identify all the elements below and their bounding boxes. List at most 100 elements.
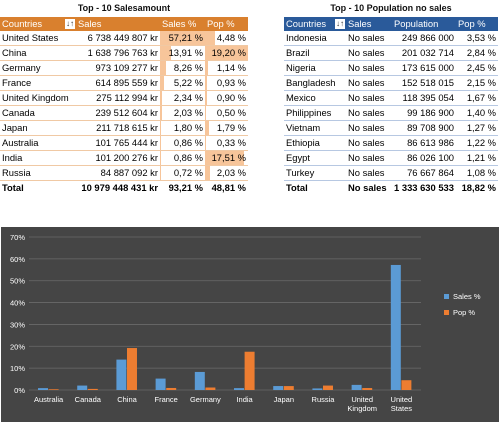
population-cell: 89 708 900 [392,120,456,136]
x-tick-label: China [117,395,137,404]
sales-cell: No sales [346,105,392,121]
total-row: Total No sales 1 333 630 533 18,82 % [284,180,498,195]
bar-pop [166,387,177,390]
header-sales[interactable]: Sales [76,17,160,31]
sales-pct-cell: 8,26 % [160,60,205,76]
total-label: Total [284,180,346,195]
country-cell: Brazil [284,45,346,61]
legend-entry: Pop % [453,308,475,317]
table-row[interactable]: Turkey No sales 76 667 864 1,08 % [284,165,498,181]
sales-pct-cell: 0,86 % [160,135,205,151]
table-row[interactable]: Japan 211 718 615 kr 1,80 % 1,79 % [0,120,248,136]
sales-pct-cell: 2,03 % [160,105,205,121]
sales-pct-cell: 0,86 % [160,150,205,166]
country-cell: Canada [0,105,76,121]
header-countries[interactable]: Countries ↓↑ [0,17,76,31]
x-tick-label: Germany [190,395,221,404]
sales-cell: 239 512 604 kr [76,105,160,121]
sort-filter-icon[interactable]: ↓↑ [335,19,345,29]
legend-entry: Sales % [453,292,481,301]
sales-cell: 101 765 444 kr [76,135,160,151]
sales-cell: 6 738 449 807 kr [76,31,160,46]
country-cell: Mexico [284,90,346,106]
sales-cell: No sales [346,150,392,166]
table-row[interactable]: Australia 101 765 444 kr 0,86 % 0,33 % [0,135,248,151]
x-tick-label: Canada [75,395,102,404]
table-row[interactable]: Philippines No sales 99 186 900 1,40 % [284,105,498,121]
sales-cell: No sales [346,31,392,46]
population-cell: 86 613 986 [392,135,456,151]
header-population[interactable]: Population [392,17,456,31]
country-cell: Philippines [284,105,346,121]
bar-sales [38,388,48,390]
y-tick-label: 0% [14,386,25,395]
x-tick-label: India [236,395,253,404]
total-sales: No sales [346,180,392,195]
table-row[interactable]: United Kingdom 275 112 994 kr 2,34 % 0,90 % [0,90,248,106]
sales-table: Countries ↓↑ Sales Sales % Pop % United S… [0,17,248,195]
table-row[interactable]: Ethiopia No sales 86 613 986 1,22 % [284,135,498,151]
y-tick-label: 50% [10,277,25,286]
population-cell: 86 026 100 [392,150,456,166]
sales-cell: No sales [346,135,392,151]
header-pop-pct[interactable]: Pop % [456,17,498,31]
table-row[interactable]: Germany 973 109 277 kr 8,26 % 1,14 % [0,60,248,76]
x-tick-label: Russia [312,395,336,404]
y-tick-label: 20% [10,342,25,351]
y-tick-label: 70% [10,233,25,242]
bar-pop [48,389,59,390]
pop-pct-cell: 1,79 % [205,120,248,136]
pop-pct-cell: 2,45 % [456,60,498,76]
table-row[interactable]: Nigeria No sales 173 615 000 2,45 % [284,60,498,76]
left-table-title: Top - 10 Salesamount [77,3,171,13]
population-cell: 201 032 714 [392,45,456,61]
table-row[interactable]: Mexico No sales 118 395 054 1,67 % [284,90,498,106]
pop-pct-cell: 1,40 % [456,105,498,121]
pop-pct-cell: 0,33 % [205,135,248,151]
total-pop-pct: 48,81 % [205,180,248,195]
population-table: Countries ↓↑ Sales Population Pop % Indon… [284,17,498,195]
table-row[interactable]: Egypt No sales 86 026 100 1,21 % [284,150,498,166]
country-cell: Indonesia [284,31,346,46]
header-pop-pct[interactable]: Pop % [205,17,248,31]
bar-pop [401,380,412,390]
table-row[interactable]: India 101 200 276 kr 0,86 % 17,51 % [0,150,248,166]
pop-pct-cell: 2,15 % [456,75,498,91]
table-row[interactable]: Russia 84 887 092 kr 0,72 % 2,03 % [0,165,248,181]
country-cell: Australia [0,135,76,151]
sales-cell: No sales [346,75,392,91]
pop-pct-cell: 1,22 % [456,135,498,151]
table-row[interactable]: United States 6 738 449 807 kr 57,21 % 4,48… [0,31,248,46]
country-cell: Germany [0,60,76,76]
population-cell: 152 518 015 [392,75,456,91]
sales-cell: No sales [346,165,392,181]
pop-pct-cell: 19,20 % [205,45,248,61]
x-tick-label: France [155,395,178,404]
pop-pct-cell: 0,90 % [205,90,248,106]
header-sales-pct[interactable]: Sales % [160,17,205,31]
table-row[interactable]: Brazil No sales 201 032 714 2,84 % [284,45,498,61]
country-cell: Egypt [284,150,346,166]
bar-pop [362,388,373,390]
total-sales-pct: 93,21 % [160,180,205,195]
sort-filter-icon[interactable]: ↓↑ [65,19,75,29]
pop-pct-cell: 2,84 % [456,45,498,61]
pop-pct-cell: 1,08 % [456,165,498,181]
sales-cell: 1 638 796 763 kr [76,45,160,61]
table-row[interactable]: China 1 638 796 763 kr 13,91 % 19,20 % [0,45,248,61]
header-countries[interactable]: Countries ↓↑ [284,17,346,31]
table-row[interactable]: Canada 239 512 604 kr 2,03 % 0,50 % [0,105,248,121]
sales-cell: 614 895 559 kr [76,75,160,91]
bar-sales [234,388,244,390]
table-row[interactable]: Bangladesh No sales 152 518 015 2,15 % [284,75,498,91]
pop-pct-cell: 0,50 % [205,105,248,121]
country-cell: France [0,75,76,91]
table-row[interactable]: Indonesia No sales 249 866 000 3,53 % [284,31,498,46]
table-row[interactable]: Vietnam No sales 89 708 900 1,27 % [284,120,498,136]
pop-pct-cell: 1,21 % [456,150,498,166]
table-row[interactable]: France 614 895 559 kr 5,22 % 0,93 % [0,75,248,91]
population-cell: 99 186 900 [392,105,456,121]
header-sales[interactable]: Sales [346,17,392,31]
pop-pct-cell: 0,93 % [205,75,248,91]
total-sales: 10 979 448 431 kr [76,180,160,195]
